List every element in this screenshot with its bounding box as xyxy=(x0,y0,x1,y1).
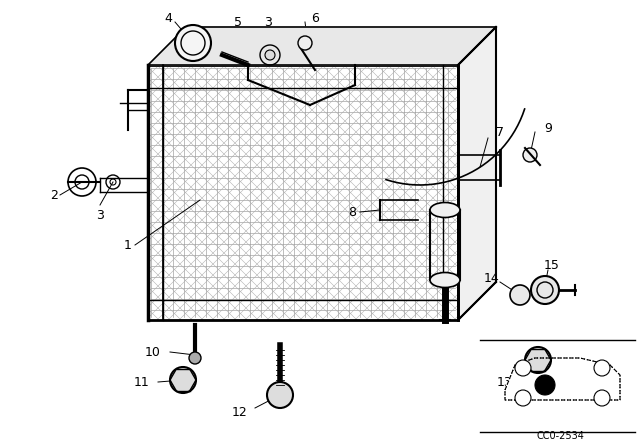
Text: 3: 3 xyxy=(264,16,272,29)
Polygon shape xyxy=(458,27,496,320)
Circle shape xyxy=(265,50,275,60)
Text: 1: 1 xyxy=(124,238,132,251)
Text: 5: 5 xyxy=(234,16,242,29)
Text: 11: 11 xyxy=(134,375,150,388)
Circle shape xyxy=(510,285,530,305)
Circle shape xyxy=(535,375,555,395)
Circle shape xyxy=(267,382,293,408)
Text: 2: 2 xyxy=(50,189,58,202)
Circle shape xyxy=(175,25,211,61)
Text: CC0-2534: CC0-2534 xyxy=(536,431,584,441)
Text: 9: 9 xyxy=(544,121,552,134)
Circle shape xyxy=(523,148,537,162)
Polygon shape xyxy=(505,358,620,400)
Circle shape xyxy=(531,276,559,304)
Circle shape xyxy=(298,36,312,50)
Text: 6: 6 xyxy=(311,12,319,25)
Text: 3: 3 xyxy=(96,208,104,221)
Circle shape xyxy=(594,390,610,406)
Circle shape xyxy=(189,352,201,364)
Circle shape xyxy=(515,390,531,406)
Text: 12: 12 xyxy=(232,405,248,418)
Circle shape xyxy=(525,347,551,373)
Circle shape xyxy=(170,367,196,393)
Text: 14: 14 xyxy=(484,271,500,284)
Text: 15: 15 xyxy=(544,258,560,271)
Ellipse shape xyxy=(430,202,460,217)
Text: 7: 7 xyxy=(496,125,504,138)
Circle shape xyxy=(594,360,610,376)
Ellipse shape xyxy=(430,272,460,288)
Circle shape xyxy=(515,360,531,376)
Text: 10: 10 xyxy=(145,345,161,358)
Text: 4: 4 xyxy=(164,12,172,25)
Bar xyxy=(148,65,458,320)
Text: 8: 8 xyxy=(348,206,356,219)
Polygon shape xyxy=(148,27,496,65)
Text: 13: 13 xyxy=(497,375,513,388)
